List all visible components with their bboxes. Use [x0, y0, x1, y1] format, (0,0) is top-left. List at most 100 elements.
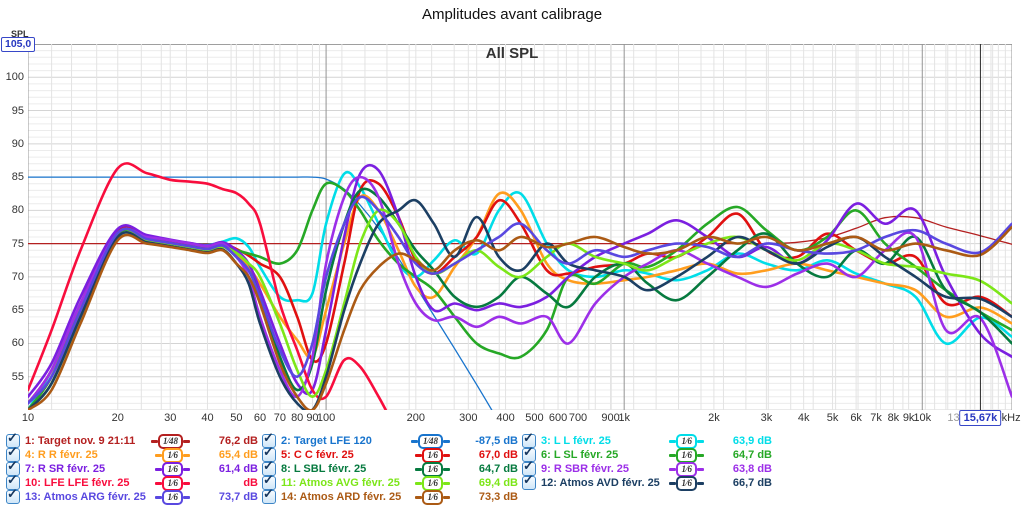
legend-item: ✓ 10: LFE LFE févr. 25 1⁄6 dB	[6, 472, 258, 491]
series-line-2	[28, 176, 493, 410]
y-tick-label: 60	[11, 337, 24, 350]
smoothing-control[interactable]: 1⁄6	[155, 447, 190, 463]
x-tick-label: 5k	[826, 412, 839, 424]
series-line-9	[28, 175, 1012, 405]
smoothing-control[interactable]: 1⁄6	[415, 461, 450, 477]
series-color-line	[669, 467, 677, 471]
checkmark-icon: ✓	[7, 486, 18, 501]
measurement-label: 2: Target LFE 120	[281, 434, 372, 447]
series-color-line	[669, 481, 677, 485]
y-axis-label: SPL	[11, 29, 29, 39]
x-tick-label: 3k	[760, 412, 773, 424]
x-tick-label: 500	[525, 412, 544, 424]
x-tick-label: 300	[459, 412, 478, 424]
measurement-checkbox[interactable]: ✓	[522, 444, 536, 462]
checkmark-icon: ✓	[523, 444, 534, 459]
series-color-line	[183, 453, 190, 457]
legend-item: ✓ 5: C C févr. 25 1⁄6 67,0 dB	[262, 444, 518, 463]
series-color-line	[183, 495, 190, 499]
checkmark-icon: ✓	[523, 472, 534, 487]
measurement-checkbox[interactable]: ✓	[6, 459, 20, 476]
smoothing-badge: 1⁄6	[422, 489, 443, 505]
measurement-checkbox[interactable]: ✓	[262, 458, 276, 476]
legend-item: ✓ 1: Target nov. 9 21:11 1⁄48 76,2 dB	[6, 431, 258, 449]
smoothing-badge: 1⁄6	[162, 447, 183, 463]
x-tick-label: 100	[316, 412, 336, 424]
checkmark-icon: ✓	[7, 444, 18, 459]
series-color-line	[697, 453, 704, 457]
measurement-label: 14: Atmos ARD févr. 25	[281, 490, 402, 503]
smoothing-badge: 1⁄6	[676, 433, 697, 449]
series-color-line	[155, 495, 163, 499]
cursor-spl-value: 69,4 dB	[478, 476, 518, 489]
x-tick-label: 6k	[850, 412, 862, 424]
checkmark-icon: ✓	[263, 486, 274, 501]
x-tick-label: 400	[496, 412, 515, 424]
smoothing-badge: 1⁄48	[417, 433, 443, 449]
x-tick-label: 60	[253, 412, 267, 424]
smoothing-badge: 1⁄48	[157, 433, 183, 449]
x-tick-label: 200	[406, 412, 425, 424]
measurement-checkbox[interactable]: ✓	[6, 431, 20, 448]
series-color-line	[415, 481, 423, 485]
measurement-checkbox[interactable]: ✓	[522, 458, 536, 476]
measurement-label: 12: Atmos AVD févr. 25	[541, 476, 660, 489]
measurement-checkbox[interactable]: ✓	[522, 472, 536, 490]
measurement-legend: ✓ 1: Target nov. 9 21:11 1⁄48 76,2 dB ✓ 2: Ta…	[6, 431, 1020, 505]
measurement-label: 9: R SBR févr. 25	[541, 462, 630, 475]
legend-item: ✓ 11: Atmos AVG févr. 25 1⁄6 69,4 dB	[262, 473, 518, 491]
x-tick-label: 80	[291, 412, 304, 424]
x-tick-label: 20	[111, 412, 124, 424]
measurement-checkbox[interactable]: ✓	[6, 472, 20, 490]
plot-area[interactable]	[28, 44, 1012, 410]
measurement-checkbox[interactable]: ✓	[6, 444, 20, 462]
smoothing-control[interactable]: 1⁄48	[410, 433, 450, 449]
series-color-line	[443, 495, 450, 499]
measurement-checkbox[interactable]: ✓	[262, 431, 276, 448]
x-tick-label: 9k	[902, 412, 915, 424]
x-tick-label: 40	[201, 412, 214, 424]
measurement-checkbox[interactable]: ✓	[6, 486, 20, 504]
smoothing-control[interactable]: 1⁄48	[150, 433, 190, 449]
measurement-label: 4: R R févr. 25	[25, 448, 98, 461]
measurement-checkbox[interactable]: ✓	[522, 431, 536, 448]
series-color-line	[410, 439, 418, 443]
legend-item: ✓ 2: Target LFE 120 1⁄48 -87,5 dB	[262, 431, 518, 449]
series-color-line	[697, 439, 704, 443]
smoothing-control[interactable]: 1⁄6	[669, 447, 704, 463]
smoothing-control[interactable]: 1⁄6	[155, 489, 190, 505]
smoothing-control[interactable]: 1⁄6	[155, 475, 190, 491]
page-title: Amplitudes avant calibrage	[421, 6, 603, 23]
series-color-line	[155, 467, 163, 471]
cursor-frequency-readout[interactable]: 15,67k	[959, 410, 1002, 426]
checkmark-icon: ✓	[7, 472, 18, 487]
smoothing-control[interactable]: 1⁄6	[669, 461, 704, 477]
measurement-label: 11: Atmos AVG févr. 25	[281, 476, 400, 489]
smoothing-control[interactable]: 1⁄6	[155, 461, 190, 477]
y-axis-max-readout[interactable]: 105,0	[1, 37, 36, 52]
series-color-line	[155, 453, 163, 457]
measurement-checkbox[interactable]: ✓	[262, 444, 276, 462]
series-color-line	[183, 467, 190, 471]
cursor-spl-value: 66,7 dB	[732, 476, 772, 489]
x-tick-label: 90	[306, 412, 319, 424]
measurement-label: 8: L SBL févr. 25	[281, 462, 367, 475]
y-tick-label: 100	[5, 71, 24, 84]
smoothing-control[interactable]: 1⁄6	[669, 475, 704, 491]
series-color-line	[443, 481, 450, 485]
measurement-checkbox[interactable]: ✓	[262, 486, 276, 504]
smoothing-control[interactable]: 1⁄6	[669, 433, 704, 449]
x-tick-label: 50	[230, 412, 243, 424]
smoothing-control[interactable]: 1⁄6	[415, 489, 450, 505]
smoothing-control[interactable]: 1⁄6	[415, 447, 450, 463]
series-color-line	[415, 467, 423, 471]
series-line-13	[28, 195, 1012, 405]
checkmark-icon: ✓	[263, 458, 274, 473]
checkmark-icon: ✓	[263, 444, 274, 459]
y-tick-label: 55	[11, 370, 24, 383]
checkmark-icon: ✓	[523, 458, 534, 473]
y-tick-label: 65	[11, 304, 24, 317]
smoothing-control[interactable]: 1⁄6	[415, 475, 450, 491]
measurement-checkbox[interactable]: ✓	[262, 473, 276, 490]
cursor-spl-value: 64,7 dB	[478, 462, 518, 475]
